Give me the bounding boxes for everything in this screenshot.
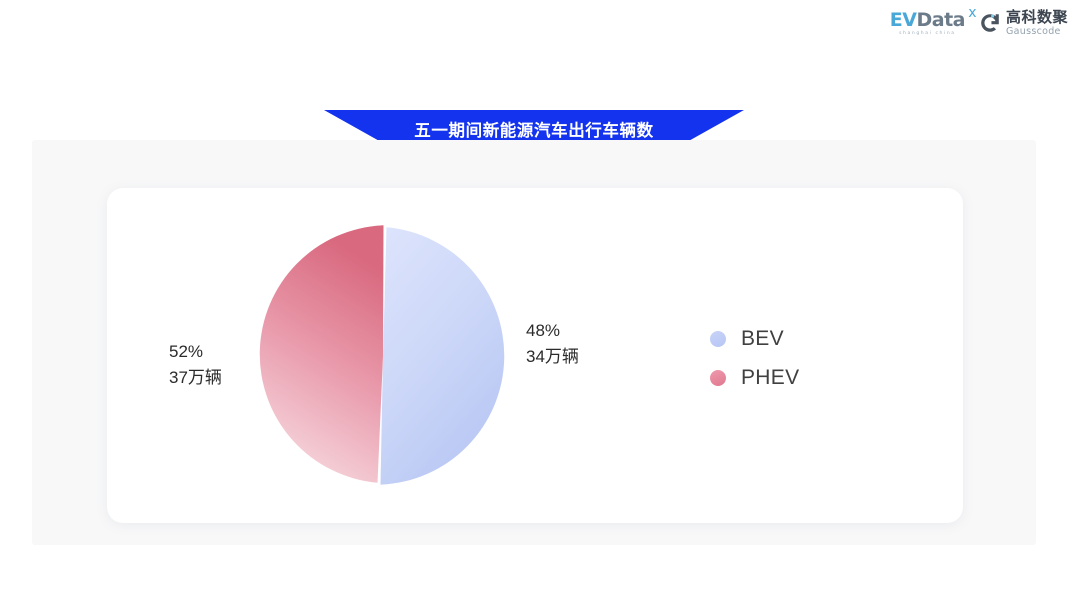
pie-label-phev-percent: 52% [169, 342, 204, 361]
pie-label-bev: 48% 34万辆 [526, 318, 579, 371]
pie-slice-bev[interactable] [380, 227, 505, 485]
gausscode-text: 高科数聚 Gausscode [1006, 10, 1068, 37]
legend-item-phev[interactable]: PHEV [710, 366, 799, 390]
chart-card [107, 188, 963, 523]
evdata-subtitle: shanghai china [899, 30, 956, 36]
legend-label-bev: BEV [741, 327, 784, 350]
evdata-wordmark-data: Data [916, 8, 965, 31]
evdata-wordmark: EVData x [889, 6, 977, 31]
pie-slice-phev[interactable] [259, 225, 384, 483]
gausscode-g-mark-icon [979, 12, 1001, 34]
gausscode-logo: 高科数聚 Gausscode [979, 10, 1068, 37]
pie-label-bev-value: 34万辆 [526, 347, 579, 367]
evdata-wordmark-ev: EV [889, 8, 917, 31]
gausscode-english-name: Gausscode [1005, 26, 1061, 37]
legend-dot-bev-icon [710, 331, 726, 347]
legend-dot-phev-icon [710, 370, 726, 386]
page-title: 五一期间新能源汽车出行车辆数 [414, 121, 654, 140]
pie-label-phev: 52% 37万辆 [169, 339, 222, 392]
legend-label-phev: PHEV [741, 366, 800, 389]
header-logo-group: EVData x shanghai china 高科数聚 Gausscode [889, 6, 1068, 37]
evdata-x-icon: x [968, 4, 976, 21]
evdata-logo: EVData x shanghai china [889, 6, 977, 37]
gausscode-chinese-name: 高科数聚 [1005, 8, 1068, 26]
pie-label-phev-value: 37万辆 [169, 368, 222, 388]
legend-item-bev[interactable]: BEV [710, 327, 799, 351]
pie-label-bev-percent: 48% [526, 321, 561, 340]
pie-chart [252, 225, 514, 487]
chart-legend: BEV PHEV [710, 327, 799, 390]
